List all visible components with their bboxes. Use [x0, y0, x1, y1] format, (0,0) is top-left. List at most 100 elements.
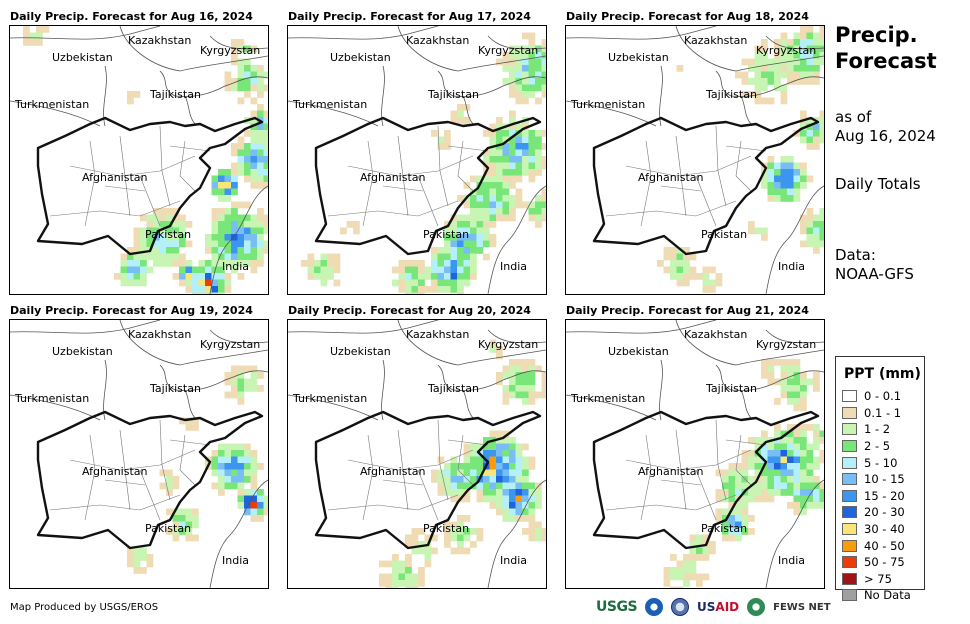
- precip-cell: [515, 162, 523, 170]
- precip-cell: [787, 39, 794, 46]
- precip-cell: [405, 554, 412, 561]
- precip-cell: [761, 476, 768, 483]
- precip-cell: [496, 508, 503, 516]
- precip-cell: [509, 391, 516, 399]
- precip-cell: [257, 385, 264, 392]
- precip-cell: [489, 169, 497, 176]
- precip-cell: [489, 443, 497, 451]
- legend-title: PPT (mm): [844, 366, 921, 382]
- precip-cell: [192, 279, 199, 287]
- precip-cell: [761, 78, 768, 85]
- precip-cell: [787, 424, 794, 431]
- precip-cell: [767, 175, 775, 183]
- precip-cell: [146, 214, 154, 222]
- precip-cell: [535, 162, 542, 170]
- as-of-label: as of: [835, 108, 872, 126]
- precip-cell: [728, 521, 736, 529]
- precip-cell: [244, 130, 251, 137]
- precip-cell: [483, 156, 490, 163]
- precip-cell: [218, 240, 225, 248]
- precip-cell: [463, 443, 471, 451]
- province-border: [625, 449, 752, 471]
- precip-cell: [496, 482, 503, 490]
- precip-cell: [159, 260, 167, 267]
- precip-cell: [411, 586, 419, 588]
- precip-cell: [735, 463, 742, 470]
- precip-cell: [780, 91, 788, 98]
- precip-cell: [502, 136, 510, 144]
- precip-cell: [793, 495, 801, 503]
- precip-cell: [257, 489, 264, 496]
- precip-cell: [496, 437, 503, 444]
- precip-cell: [470, 260, 477, 267]
- precip-cell: [205, 266, 212, 274]
- precip-cell: [774, 398, 781, 405]
- precip-cell: [424, 266, 432, 274]
- precip-cell: [754, 456, 762, 464]
- precip-cell: [159, 253, 167, 261]
- precip-cell: [774, 182, 781, 189]
- province-border: [397, 429, 409, 511]
- precip-cell: [541, 65, 546, 72]
- precip-cell: [250, 266, 258, 274]
- precip-cell: [179, 521, 186, 529]
- precip-cell: [237, 391, 245, 399]
- precip-cell: [780, 359, 788, 366]
- precip-cell: [198, 286, 206, 293]
- precip-cell: [133, 234, 141, 241]
- precip-cell: [528, 391, 536, 399]
- precip-cell: [450, 547, 458, 555]
- precip-cell: [800, 456, 807, 464]
- province-border: [159, 125, 171, 207]
- precip-cell: [140, 234, 147, 241]
- precip-cell: [522, 156, 529, 163]
- precip-cell: [767, 188, 775, 196]
- country-label-tajikistan: Tajikistan: [705, 88, 757, 101]
- precip-cell: [250, 97, 258, 105]
- precip-cell: [761, 58, 768, 66]
- precip-cell: [683, 266, 690, 274]
- precip-cell: [696, 573, 703, 581]
- precip-cell: [411, 273, 419, 280]
- precip-cell: [263, 247, 268, 254]
- precip-cell: [159, 227, 167, 235]
- country-border: [437, 70, 546, 97]
- precip-cell: [502, 365, 510, 373]
- precip-cell: [819, 221, 824, 228]
- precip-cell: [535, 195, 542, 202]
- precip-cell: [535, 534, 542, 542]
- country-label-turkmenistan: Turkmenistan: [14, 392, 89, 405]
- precip-cell: [793, 476, 801, 483]
- country-border: [119, 320, 268, 366]
- precip-cell: [463, 266, 471, 274]
- precip-cell: [405, 273, 412, 280]
- precip-cell: [405, 541, 412, 548]
- precip-cell: [774, 65, 781, 72]
- precip-cell: [741, 450, 749, 457]
- precip-cell: [140, 260, 147, 267]
- precip-cell: [237, 456, 245, 464]
- precip-cell: [237, 214, 245, 222]
- precip-cell: [463, 495, 471, 503]
- province-border: [169, 145, 211, 152]
- precip-cell: [418, 573, 425, 581]
- precip-cell: [509, 463, 516, 470]
- precip-cell: [185, 260, 193, 267]
- province-border: [347, 449, 474, 471]
- precip-cell: [502, 450, 510, 457]
- precip-cell: [411, 528, 419, 535]
- country-label-afghanistan: Afghanistan: [638, 465, 704, 478]
- afghanistan-border: [36, 410, 264, 550]
- precip-cell: [541, 156, 546, 163]
- precip-cell: [231, 169, 238, 176]
- province-border: [139, 469, 161, 521]
- precip-cell: [146, 240, 154, 248]
- precip-cell: [476, 456, 484, 464]
- precip-cell: [800, 469, 807, 477]
- precip-cell: [153, 221, 160, 228]
- precip-cell: [237, 476, 245, 483]
- precip-cell: [683, 260, 690, 267]
- precip-cell: [800, 182, 807, 189]
- precip-cell: [146, 221, 154, 228]
- precip-cell: [689, 567, 697, 574]
